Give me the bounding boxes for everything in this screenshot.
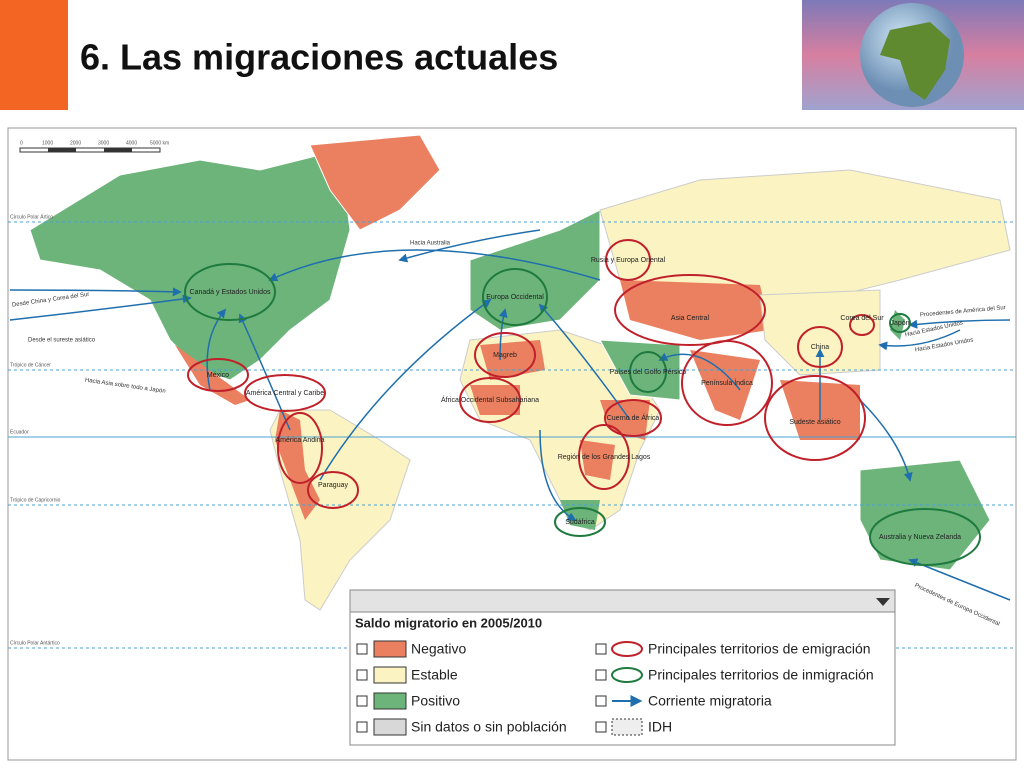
region-label: Magreb bbox=[493, 352, 517, 359]
flow-label: Hacia Australia bbox=[410, 241, 451, 247]
legend-item: Negativo bbox=[411, 641, 466, 657]
region-label: Sudeste asiático bbox=[789, 419, 840, 426]
slide-title: 6. Las migraciones actuales bbox=[80, 37, 558, 78]
region-label: América Andina bbox=[275, 437, 324, 444]
parallel-label: Trópico de Capricornio bbox=[10, 497, 61, 503]
scale-label: 3000 bbox=[98, 140, 109, 146]
globe-image bbox=[802, 0, 1024, 110]
legend-item: Estable bbox=[411, 667, 458, 683]
legend: Saldo migratorio en 2005/2010 Negativo E… bbox=[349, 589, 896, 746]
region-label: Australia y Nueva Zelanda bbox=[879, 534, 961, 541]
legend-item: Corriente migratoria bbox=[648, 693, 772, 709]
scale-label: 0 bbox=[20, 140, 23, 146]
legend-item: Principales territorios de inmigración bbox=[648, 667, 874, 683]
scale-label: 2000 bbox=[70, 140, 81, 146]
region-label: México bbox=[207, 372, 229, 379]
scale-label: 1000 bbox=[42, 140, 53, 146]
legend-item: Sin datos o sin población bbox=[411, 719, 567, 735]
region-label: Rusia y Europa Oriental bbox=[591, 257, 666, 264]
legend-title: Saldo migratorio en 2005/2010 bbox=[355, 615, 542, 630]
legend-item: IDH bbox=[648, 719, 672, 735]
parallel-label: Trópico de Cáncer bbox=[10, 362, 51, 368]
region-label: Europa Occidental bbox=[486, 294, 544, 301]
flow-label: Desde el sureste asiático bbox=[28, 338, 96, 344]
region-label: Paraguay bbox=[318, 482, 348, 489]
region-label: Región de los Grandes Lagos bbox=[558, 454, 651, 461]
region-label: Península Índica bbox=[701, 378, 753, 387]
region-label: Canadá y Estados Unidos bbox=[190, 289, 271, 296]
region-label: Japón bbox=[890, 320, 909, 327]
region-label: Sudáfrica bbox=[565, 519, 595, 526]
region-label: África Occidental Subsahariana bbox=[441, 395, 539, 404]
legend-item: Principales territorios de emigración bbox=[648, 641, 871, 657]
region-label: Países del Golfo Pérsico bbox=[610, 369, 687, 376]
scale-label: 4000 bbox=[126, 140, 137, 146]
parallel-label: Círculo Polar Antártico bbox=[10, 640, 60, 646]
scale-bar: 0 1000 2000 3000 4000 5000 km bbox=[19, 140, 169, 153]
legend-item: Positivo bbox=[411, 693, 460, 709]
region-label: China bbox=[811, 344, 829, 351]
region-label: Corea del Sur bbox=[840, 315, 884, 322]
region-label: Asia Central bbox=[671, 315, 710, 322]
region-label: Cuerno de África bbox=[607, 413, 660, 422]
region-label: América Central y Caribe bbox=[246, 390, 324, 397]
accent-block bbox=[0, 0, 68, 110]
scale-label: 5000 km bbox=[150, 140, 169, 146]
region-ellipses bbox=[184, 239, 981, 566]
parallel-label: Círculo Polar Ártico bbox=[10, 213, 53, 220]
parallel-label: Ecuador bbox=[10, 429, 29, 435]
